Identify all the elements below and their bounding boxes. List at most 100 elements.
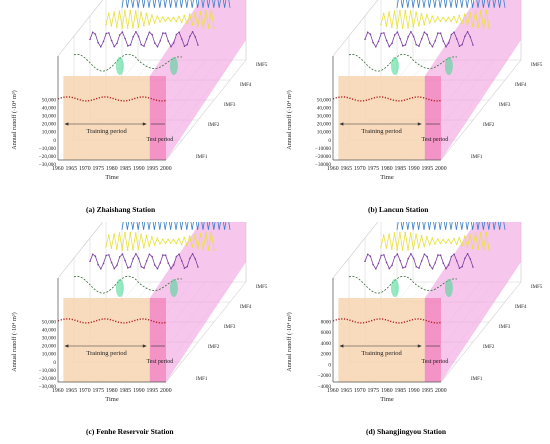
series-point-imf4 <box>188 235 191 238</box>
caption-a: (a) Zhaishang Station <box>86 205 156 214</box>
series-point-imf3 <box>151 33 153 36</box>
series-point-imf3 <box>364 260 366 263</box>
x-tick-label: 1965 <box>341 166 353 172</box>
test-region <box>149 222 246 382</box>
series-point-imf4 <box>210 231 213 234</box>
series-point-imf4 <box>186 22 188 25</box>
x-axis-title: Time <box>380 174 394 181</box>
series-point-imf4 <box>401 249 404 251</box>
series-point-imf4 <box>129 9 132 12</box>
test-region <box>424 0 521 160</box>
series-point-imf4 <box>134 232 137 234</box>
x-tick-label: 1965 <box>341 388 353 394</box>
series-point-imf4 <box>151 236 153 238</box>
series-point-imf4 <box>463 235 466 238</box>
series-point-imf4 <box>191 246 194 248</box>
series-point-imf3 <box>197 44 199 46</box>
series-point-imf3 <box>377 262 380 265</box>
series-point-imf3 <box>458 45 461 47</box>
series-point-imf4 <box>445 20 447 22</box>
y-tick-label: 4000 <box>321 341 332 347</box>
series-point-imf3 <box>124 37 126 40</box>
series-point-imf3 <box>170 45 172 48</box>
layer-label-imf1: IMF1 <box>196 377 208 382</box>
y-axis-title: Annual runoff (·10⁴ m³) <box>286 312 293 371</box>
series-point-imf4 <box>455 243 458 246</box>
series-point-imf3 <box>113 267 116 270</box>
series-point-imf4 <box>132 27 134 29</box>
x-axis-title: Time <box>380 396 394 403</box>
series-point-imf4 <box>423 245 425 248</box>
series-point-imf3 <box>385 39 388 42</box>
series-point-imf4 <box>161 238 164 240</box>
series-point-imf3 <box>178 31 180 33</box>
series-point-imf4 <box>153 22 156 24</box>
series-point-imf3 <box>426 255 428 258</box>
y-tick-label: 6000 <box>321 330 332 336</box>
series-point-imf3 <box>94 255 97 257</box>
layer-label-imf1: IMF1 <box>471 155 483 160</box>
layer-label-imf3: IMF3 <box>499 103 511 108</box>
series-point-imf4 <box>170 20 172 22</box>
y-tick-label: −10,000 <box>39 146 57 152</box>
series-point-imf3 <box>429 264 431 266</box>
y-tick-label: −20,000 <box>39 376 57 382</box>
series-point-imf4 <box>107 12 110 15</box>
series-point-imf4 <box>436 238 439 240</box>
x-axis-title: Time <box>105 174 119 181</box>
series-point-imf3 <box>143 45 145 47</box>
series-point-imf3 <box>420 260 423 262</box>
series-point-imf4 <box>145 12 148 15</box>
layer-label-imf4: IMF4 <box>515 83 527 88</box>
series-point-imf4 <box>412 26 415 28</box>
series-point-imf3 <box>461 43 463 46</box>
series-point-imf4 <box>482 249 485 251</box>
x-tick-label: 1970 <box>79 166 91 172</box>
peak-highlight <box>169 279 178 297</box>
series-point-imf3 <box>140 43 143 46</box>
training-region <box>338 298 425 382</box>
series-point-imf4 <box>186 244 188 247</box>
series-point-imf3 <box>469 36 472 38</box>
series-point-imf4 <box>396 249 398 251</box>
series-point-imf4 <box>412 248 415 250</box>
series-point-imf4 <box>415 11 417 13</box>
series-point-imf4 <box>121 27 123 29</box>
series-point-imf3 <box>388 267 391 270</box>
y-tick-label: −20000 <box>315 154 331 160</box>
floor-grid <box>440 281 522 383</box>
series-point-imf3 <box>456 38 458 40</box>
layer-label-imf5: IMF5 <box>531 285 543 290</box>
series-point-imf4 <box>148 245 150 248</box>
series-point-imf4 <box>439 242 442 244</box>
series-point-imf3 <box>464 35 466 38</box>
layer-label-imf5: IMF5 <box>256 285 268 290</box>
floor-grid <box>165 59 247 161</box>
series-point-imf3 <box>164 32 167 34</box>
series-point-imf3 <box>391 264 393 267</box>
peak-highlight <box>115 279 124 297</box>
series-point-imf4 <box>118 10 121 12</box>
series-point-imf4 <box>391 26 393 28</box>
x-tick-label: 1960 <box>52 388 64 394</box>
series-point-imf4 <box>172 238 175 241</box>
series-point-imf4 <box>480 10 482 12</box>
series-point-imf4 <box>404 9 407 12</box>
layer-label-imf3: IMF3 <box>224 325 236 330</box>
series-point-imf4 <box>121 249 123 251</box>
series-point-imf4 <box>442 16 444 19</box>
series-point-imf4 <box>450 242 452 245</box>
series-point-imf3 <box>404 266 407 268</box>
arrow-head <box>64 344 69 348</box>
series-point-imf4 <box>388 11 390 13</box>
series-point-imf3 <box>116 264 118 267</box>
series-point-imf4 <box>191 24 194 26</box>
x-tick-label: 1975 <box>93 388 105 394</box>
series-point-imf3 <box>97 41 99 44</box>
series-point-imf3 <box>383 32 385 34</box>
series-point-imf4 <box>161 16 164 18</box>
series-point-imf4 <box>199 10 202 13</box>
series-point-imf4 <box>453 237 455 240</box>
test-region-front <box>424 76 441 160</box>
layer-label-imf2: IMF2 <box>208 345 220 350</box>
